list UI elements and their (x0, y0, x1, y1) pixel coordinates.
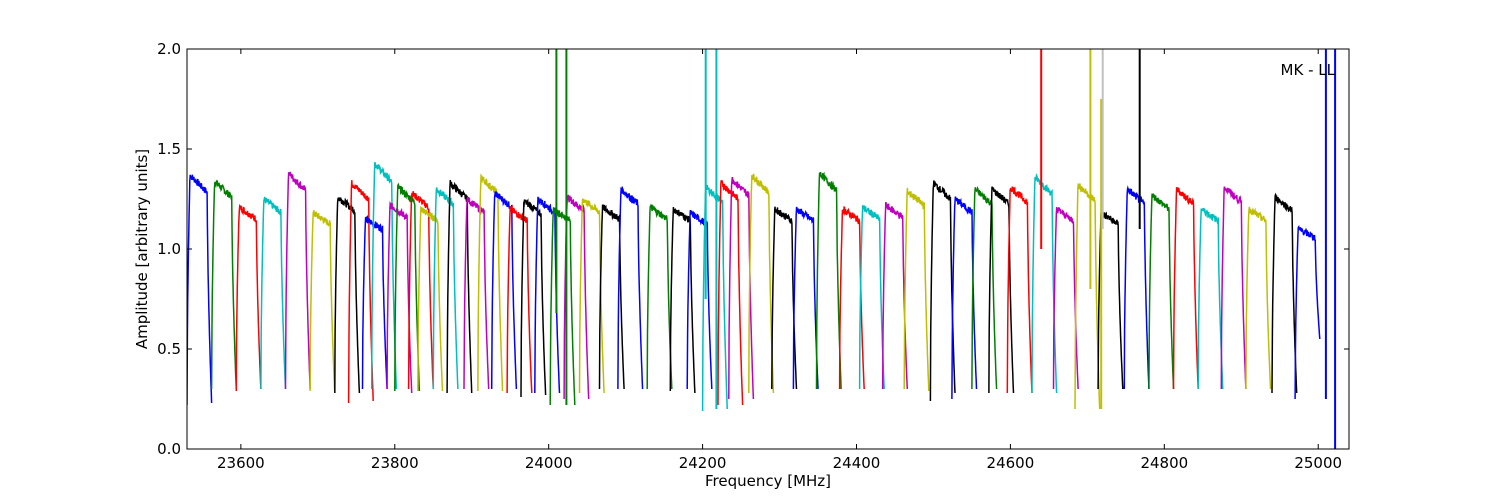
channel-line-47 (1031, 173, 1058, 394)
x-tick-label: 24400 (833, 454, 881, 472)
channel-line-49 (1074, 182, 1101, 410)
channel-line-56 (1245, 206, 1272, 390)
channel-line-6 (309, 210, 336, 394)
x-tick-label: 23600 (217, 454, 265, 472)
channel-line-8 (347, 180, 374, 404)
channel-line-44 (971, 185, 998, 390)
channel-line-38 (838, 206, 865, 390)
y-axis-label: Amplitude [arbitrary units] (133, 149, 151, 349)
y-tick-label: 0.5 (157, 340, 181, 358)
channel-line-28 (646, 203, 673, 390)
channel-line-55 (1220, 186, 1247, 390)
channel-line-19 (490, 191, 518, 390)
channel-line-4 (260, 196, 287, 390)
channel-line-58 (1294, 225, 1321, 400)
y-tick-label: 1.5 (157, 140, 181, 158)
x-tick-label: 24000 (525, 454, 573, 472)
channel-line-43 (951, 196, 978, 400)
channel-line-3 (235, 203, 262, 392)
plot-background (187, 49, 1349, 449)
series-layer (187, 49, 1337, 449)
x-tick-label: 24800 (1140, 454, 1188, 472)
channel-line-37 (815, 171, 842, 390)
channel-line-34 (748, 173, 775, 394)
x-tick-label: 24600 (987, 454, 1035, 472)
x-tick-label: 25000 (1294, 454, 1342, 472)
channel-line-22 (534, 196, 561, 394)
channel-line-48 (1052, 206, 1079, 390)
x-axis-label: Frequency [MHz] (705, 472, 831, 490)
channel-line-46 (1006, 186, 1033, 394)
channel-line-39 (858, 204, 885, 390)
channel-line-27 (617, 186, 644, 390)
channel-line-41 (903, 187, 930, 392)
channel-line-33 (728, 176, 755, 400)
channel-line-54 (1197, 207, 1224, 390)
channel-line-13 (407, 191, 435, 390)
channel-line-16 (446, 180, 473, 394)
channel-line-35 (771, 206, 798, 390)
channel-line-42 (929, 180, 956, 402)
channel-line-51 (1123, 185, 1150, 390)
y-tick-label: 1.0 (157, 240, 181, 258)
y-tick-label: 0.0 (157, 440, 181, 458)
channel-line-9 (361, 214, 388, 390)
x-tick-label: 23800 (371, 454, 419, 472)
channel-line-40 (881, 201, 909, 390)
channel-line-7 (334, 197, 361, 394)
channel-line-30 (686, 209, 713, 390)
channel-line-21 (520, 198, 547, 398)
channel-line-52 (1148, 193, 1175, 390)
channel-line-18 (477, 173, 504, 392)
channel-line-15 (432, 186, 459, 390)
channel-line-5 (284, 171, 311, 390)
channel-line-17 (463, 195, 490, 390)
channel-line-57 (1271, 192, 1298, 394)
channel-line-2 (210, 179, 238, 390)
channel-line-29 (669, 207, 696, 394)
channel-line-53 (1172, 187, 1199, 390)
channel-line-23 (549, 207, 576, 406)
channel-line-10 (370, 161, 398, 390)
y-tick-label: 2.0 (157, 40, 181, 58)
channel-line-36 (792, 206, 819, 390)
channel-line-1 (187, 174, 213, 406)
x-tick-label: 24200 (679, 454, 727, 472)
ticks-layer: 23600 23800 24000 24200 24400 24600 24800 25000… (157, 40, 1349, 472)
channel-line-12 (394, 182, 421, 392)
channel-line-24 (563, 194, 590, 400)
channel-line-11 (386, 200, 413, 394)
channel-line-32 (717, 179, 744, 406)
channel-line-25 (578, 197, 605, 394)
annotation-label: MK - LL (1281, 61, 1336, 79)
channel-line-20 (506, 204, 533, 394)
channel-line-14 (417, 205, 444, 392)
